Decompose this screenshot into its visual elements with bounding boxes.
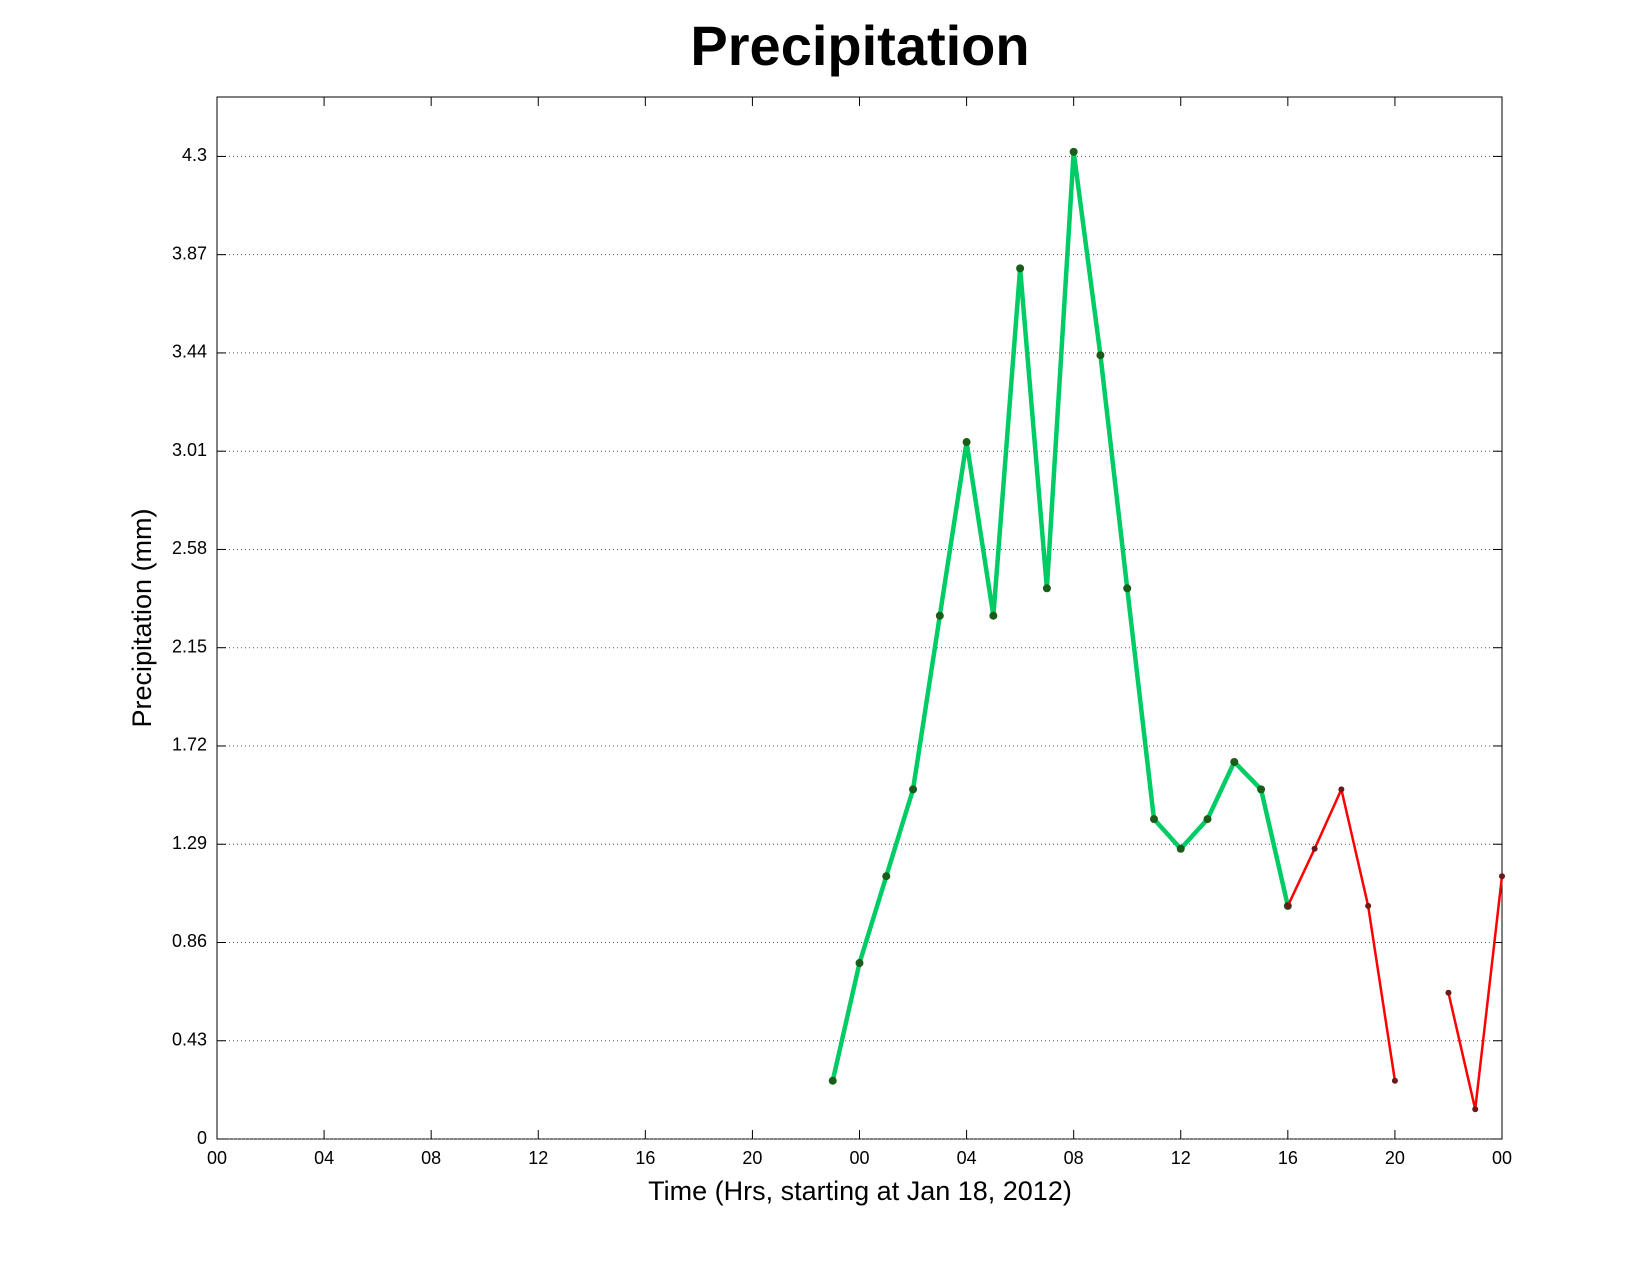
y-tick-label: 2.58 — [172, 538, 207, 558]
y-axis-label: Precipitation (mm) — [127, 508, 157, 727]
y-tick-label: 4.3 — [182, 145, 207, 165]
marker — [855, 959, 864, 968]
marker — [1016, 264, 1025, 273]
x-tick-label: 08 — [1064, 1148, 1084, 1168]
marker — [882, 872, 891, 881]
marker — [909, 785, 918, 794]
y-tick-label: 1.72 — [172, 735, 207, 755]
marker — [1391, 1077, 1398, 1084]
y-tick-label: 0.43 — [172, 1029, 207, 1049]
marker — [1096, 351, 1105, 360]
chart-title: Precipitation — [690, 14, 1029, 77]
marker — [1284, 902, 1291, 909]
marker — [1069, 147, 1078, 156]
x-tick-label: 20 — [1385, 1148, 1405, 1168]
x-axis-label: Time (Hrs, starting at Jan 18, 2012) — [648, 1176, 1072, 1206]
line — [830, 149, 1291, 1082]
marker — [1338, 786, 1345, 793]
y-tick-label: 3.44 — [172, 342, 207, 362]
marker — [1149, 815, 1158, 824]
marker — [1445, 989, 1452, 996]
x-tick-label: 12 — [528, 1148, 548, 1168]
marker — [1042, 584, 1051, 593]
y-tick-label: 3.01 — [172, 440, 207, 460]
marker — [1176, 844, 1185, 853]
x-tick-label: 00 — [849, 1148, 869, 1168]
marker — [1472, 1106, 1479, 1113]
x-tick-label: 04 — [957, 1148, 977, 1168]
marker — [1257, 785, 1266, 794]
x-tick-label: 12 — [1171, 1148, 1191, 1168]
y-tick-label: 3.87 — [172, 243, 207, 263]
marker — [1311, 845, 1318, 852]
marker — [1365, 902, 1372, 909]
marker — [935, 611, 944, 620]
x-tick-label: 16 — [1278, 1148, 1298, 1168]
x-tick-label: 08 — [421, 1148, 441, 1168]
x-tick-label: 16 — [635, 1148, 655, 1168]
y-tick-label: 2.15 — [172, 636, 207, 656]
x-tick-label: 00 — [1492, 1148, 1512, 1168]
x-tick-label: 00 — [207, 1148, 227, 1168]
y-tick-label: 0.86 — [172, 931, 207, 951]
marker — [828, 1076, 837, 1085]
marker — [962, 438, 971, 447]
y-tick-label: 1.29 — [172, 833, 207, 853]
plot-area — [216, 96, 1503, 1140]
marker — [989, 611, 998, 620]
x-tick-label: 04 — [314, 1148, 334, 1168]
marker — [1230, 757, 1239, 766]
marker — [1499, 873, 1505, 880]
marker — [1203, 815, 1212, 824]
marker — [1123, 584, 1132, 593]
x-tick-label: 20 — [742, 1148, 762, 1168]
y-tick-label: 0 — [197, 1128, 207, 1148]
